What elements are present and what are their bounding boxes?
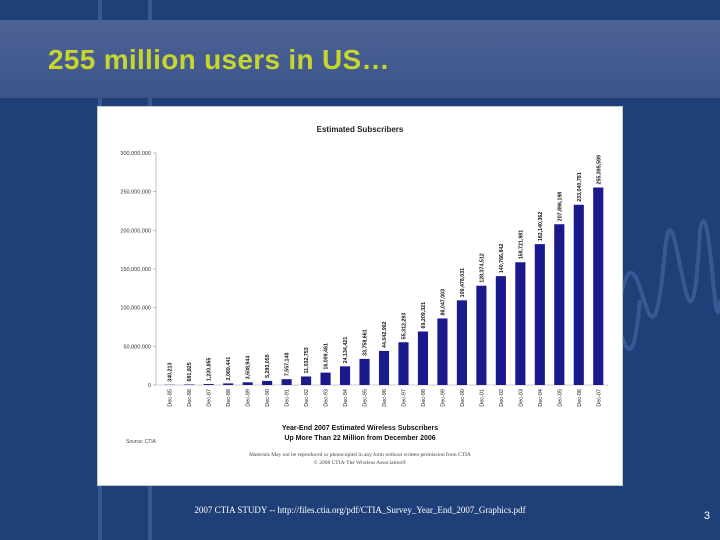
chart-subtitle-line2: Up More Than 22 Million from December 20… [284,435,436,442]
bar-dec-86 [184,384,195,385]
bar-dec-01 [476,285,487,385]
bar-dec-99 [437,318,448,385]
bar-dec-04 [534,244,545,385]
x-tick-label: Dec-86 [187,389,193,407]
data-label: 255,395,599 [596,155,602,185]
data-label: 7,557,148 [285,353,291,377]
chart-panel: 0 50,000,000 100,000,000 150,000,000 200,000… [97,106,623,486]
bar-dec-98 [417,331,429,385]
chart-source-note: Source: CTIA [126,439,157,445]
y-tick-label: 200,000,000 [120,228,151,234]
bar-dec-90 [262,380,273,385]
x-tick-label: Dec-90 [265,389,271,407]
x-tick-label: Dec-92 [304,389,310,407]
y-tick-label: 100,000,000 [120,306,151,312]
x-tick-label: Dec-95 [363,389,369,407]
data-label: 233,040,781 [577,172,583,202]
slide-title: 255 million users in US… [48,44,390,75]
data-label: 24,134,421 [343,337,349,364]
x-tick-label: Dec-07 [596,389,602,407]
x-tick-label: Dec-03 [518,389,524,407]
y-tick-label: 300,000,000 [120,151,151,157]
x-tick-label: Dec-87 [207,389,213,407]
y-tick-label: 0 [148,383,151,389]
data-label: 86,047,003 [440,289,446,316]
chart-subtitle-line1: Year-End 2007 Estimated Wireless Subscri… [281,425,439,432]
x-tick-label: Dec-94 [343,389,349,407]
data-label: 207,896,198 [557,192,563,222]
bar-dec-07 [593,187,604,385]
page-number: 3 [703,510,710,522]
data-label: 44,042,992 [382,321,388,348]
x-tick-label: Dec-97 [401,389,407,407]
bar-dec-00 [456,300,467,385]
bar-dec-92 [301,376,312,385]
bar-dec-06 [573,204,584,385]
chart-title: Estimated Subscribers [316,125,404,134]
bar-dec-96 [378,350,390,385]
x-tick-label: Dec-06 [577,389,583,407]
data-label: 69,209,321 [421,302,427,329]
title-band [0,20,720,98]
x-tick-label: Dec-02 [499,389,505,407]
bar-dec-94 [339,366,351,385]
data-label: 681,825 [187,362,193,381]
data-label: 11,032,753 [304,347,310,373]
data-label: 3,508,944 [246,356,252,380]
data-label: 340,213 [168,363,174,382]
bar-dec-88 [223,383,234,385]
bar-dec-03 [515,262,526,385]
bar-dec-93 [320,372,331,385]
bar-dec-87 [203,384,214,385]
data-label: 109,478,031 [460,268,466,298]
bar-dec-91 [281,379,292,385]
bar-dec-97 [398,342,409,385]
bar-dec-95 [359,358,370,385]
y-tick-label: 250,000,000 [120,190,151,196]
data-label: 16,009,461 [324,343,330,370]
source-caption: 2007 CTIA STUDY -- http://files.ctia.org… [194,505,526,515]
data-label: 5,283,055 [265,354,271,378]
bar-dec-02 [495,276,506,385]
data-label: 33,758,661 [363,329,369,356]
data-label: 1,230,855 [207,357,213,381]
x-tick-label: Dec-91 [285,389,291,407]
x-tick-label: Dec-88 [226,389,232,407]
data-label: 140,766,842 [499,244,505,274]
data-label: 182,140,362 [538,212,544,242]
data-label: 2,069,441 [226,357,232,381]
bar-dec-05 [554,224,565,385]
data-label: 158,721,981 [518,230,524,260]
y-tick-label: 150,000,000 [120,267,151,273]
bar-dec-89 [242,382,253,385]
x-tick-label: Dec-98 [421,389,427,407]
x-tick-label: Dec-99 [440,389,446,407]
chart-copyright: © 2008 CTIA-The Wireless Association® [313,460,407,466]
data-label: 128,374,512 [479,253,485,283]
data-label: 55,312,293 [401,313,407,340]
x-tick-label: Dec-01 [479,389,485,407]
y-tick-label: 50,000,000 [123,344,151,350]
x-tick-label: Dec-05 [557,389,563,407]
x-tick-label: Dec-04 [538,389,544,407]
x-tick-label: Dec-00 [460,389,466,407]
x-tick-label: Dec-96 [382,389,388,407]
bar-chart: 0 50,000,000 100,000,000 150,000,000 200,000… [120,151,608,407]
chart-disclaimer: Materials May not be reproduced or photo… [249,452,471,458]
x-tick-label: Dec-93 [324,389,330,407]
x-tick-label: Dec-89 [246,389,252,407]
x-tick-label: Dec-85 [168,389,174,407]
